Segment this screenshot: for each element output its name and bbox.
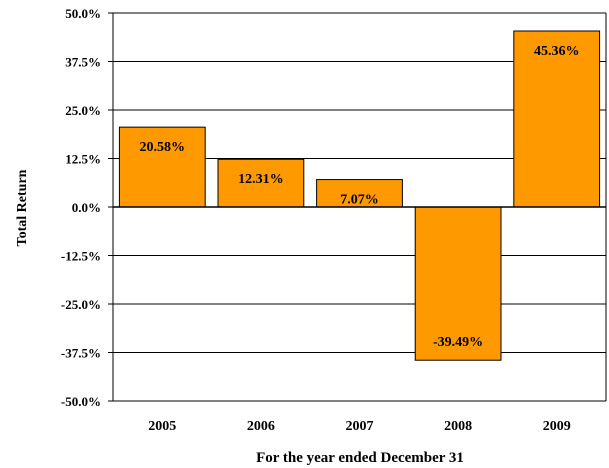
- data-labels: 20.58% 12.31% 7.07% -39.49% 45.36%: [140, 44, 580, 350]
- data-label: 45.36%: [534, 44, 580, 59]
- x-axis-title: For the year ended December 31: [256, 450, 464, 466]
- data-label: -39.49%: [433, 335, 483, 350]
- y-tick-labels: 50.0% 37.5% 25.0% 12.5% 0.0% -12.5% -25.0% -37.…: [61, 6, 101, 409]
- axes: [108, 12, 607, 402]
- x-tick-label: 2009: [543, 419, 571, 434]
- data-label: 12.31%: [238, 172, 284, 187]
- data-label: 20.58%: [140, 140, 186, 155]
- y-tick-label: -37.5%: [61, 346, 101, 361]
- y-tick-label: 50.0%: [65, 6, 101, 21]
- x-tick-labels: 2005 2006 2007 2008 2009: [148, 419, 570, 434]
- x-tick-label: 2008: [444, 419, 472, 434]
- bars: [118, 30, 601, 361]
- y-tick-label: -50.0%: [61, 394, 101, 409]
- y-tick-label: -25.0%: [61, 297, 101, 312]
- y-tick-label: -12.5%: [61, 249, 101, 264]
- x-tick-label: 2007: [346, 419, 374, 434]
- bar: [414, 206, 502, 361]
- y-tick-label: 37.5%: [65, 55, 101, 70]
- data-label: 7.07%: [340, 193, 379, 208]
- x-tick-label: 2006: [247, 419, 275, 434]
- y-tick-label: 0.0%: [72, 200, 101, 215]
- y-tick-label: 25.0%: [65, 103, 101, 118]
- bar: [118, 126, 206, 208]
- y-tick-label: 12.5%: [65, 152, 101, 167]
- x-tick-label: 2005: [148, 419, 176, 434]
- y-axis-title: Total Return: [15, 169, 30, 246]
